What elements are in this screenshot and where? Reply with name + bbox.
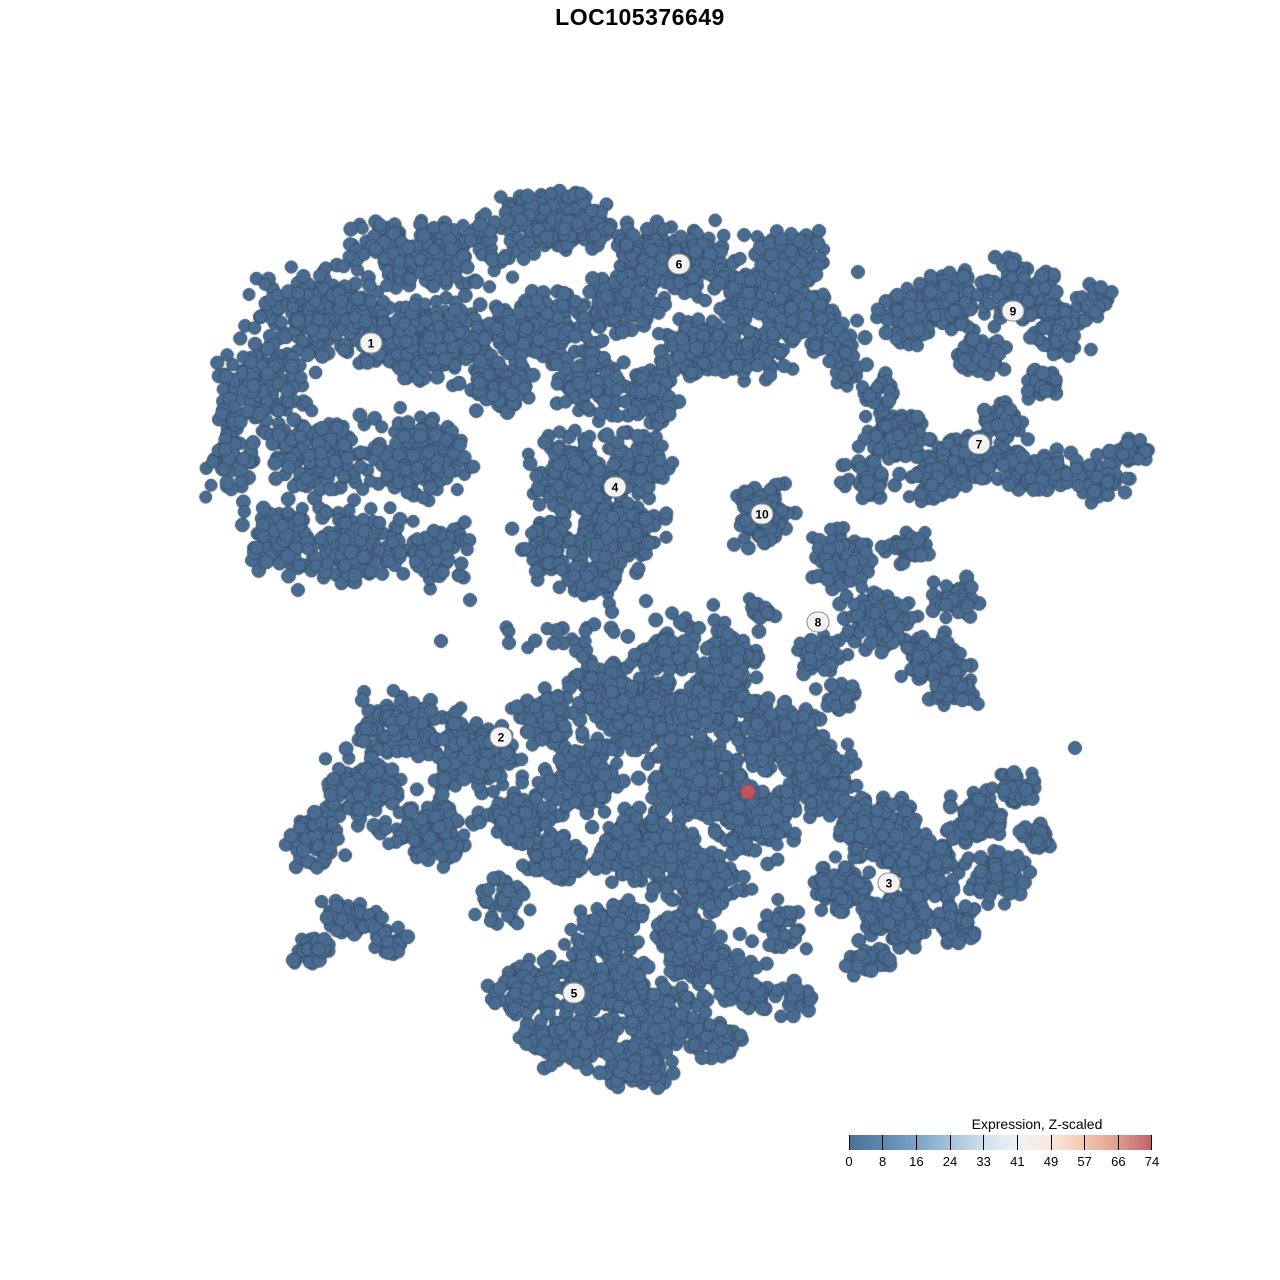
legend-tick-line — [1016, 1135, 1018, 1150]
legend-tick-label: 49 — [1043, 1154, 1059, 1169]
legend-tick-label: 57 — [1077, 1154, 1092, 1169]
legend-tick-label: 74 — [1144, 1154, 1160, 1169]
legend-tick-label: 8 — [879, 1154, 887, 1169]
legend-tick-label: 24 — [942, 1154, 958, 1169]
legend-tick-label: 41 — [1010, 1154, 1025, 1169]
legend-tick-label: 16 — [909, 1154, 924, 1169]
legend-tick-line — [882, 1135, 884, 1150]
legend-tick-label: 33 — [976, 1154, 991, 1169]
expression-legend: Expression, Z-scaled 0 8 16 24 33 41 49 57 66 74 — [845, 1116, 1159, 1172]
legend-tick-label: 0 — [845, 1154, 853, 1169]
legend-tick-line — [983, 1135, 985, 1150]
legend-tick-line — [1117, 1135, 1119, 1150]
legend-tick-line — [1084, 1135, 1086, 1150]
legend-colorbar — [849, 1135, 1152, 1150]
legend-tick-line — [1151, 1135, 1152, 1150]
legend-title: Expression, Z-scaled — [971, 1116, 1103, 1132]
legend-tick-line — [949, 1135, 951, 1150]
legend-tick-label: 66 — [1111, 1154, 1126, 1169]
legend-tick-line — [849, 1135, 850, 1150]
legend-tick-line — [1050, 1135, 1052, 1150]
legend-tick-line — [915, 1135, 917, 1150]
